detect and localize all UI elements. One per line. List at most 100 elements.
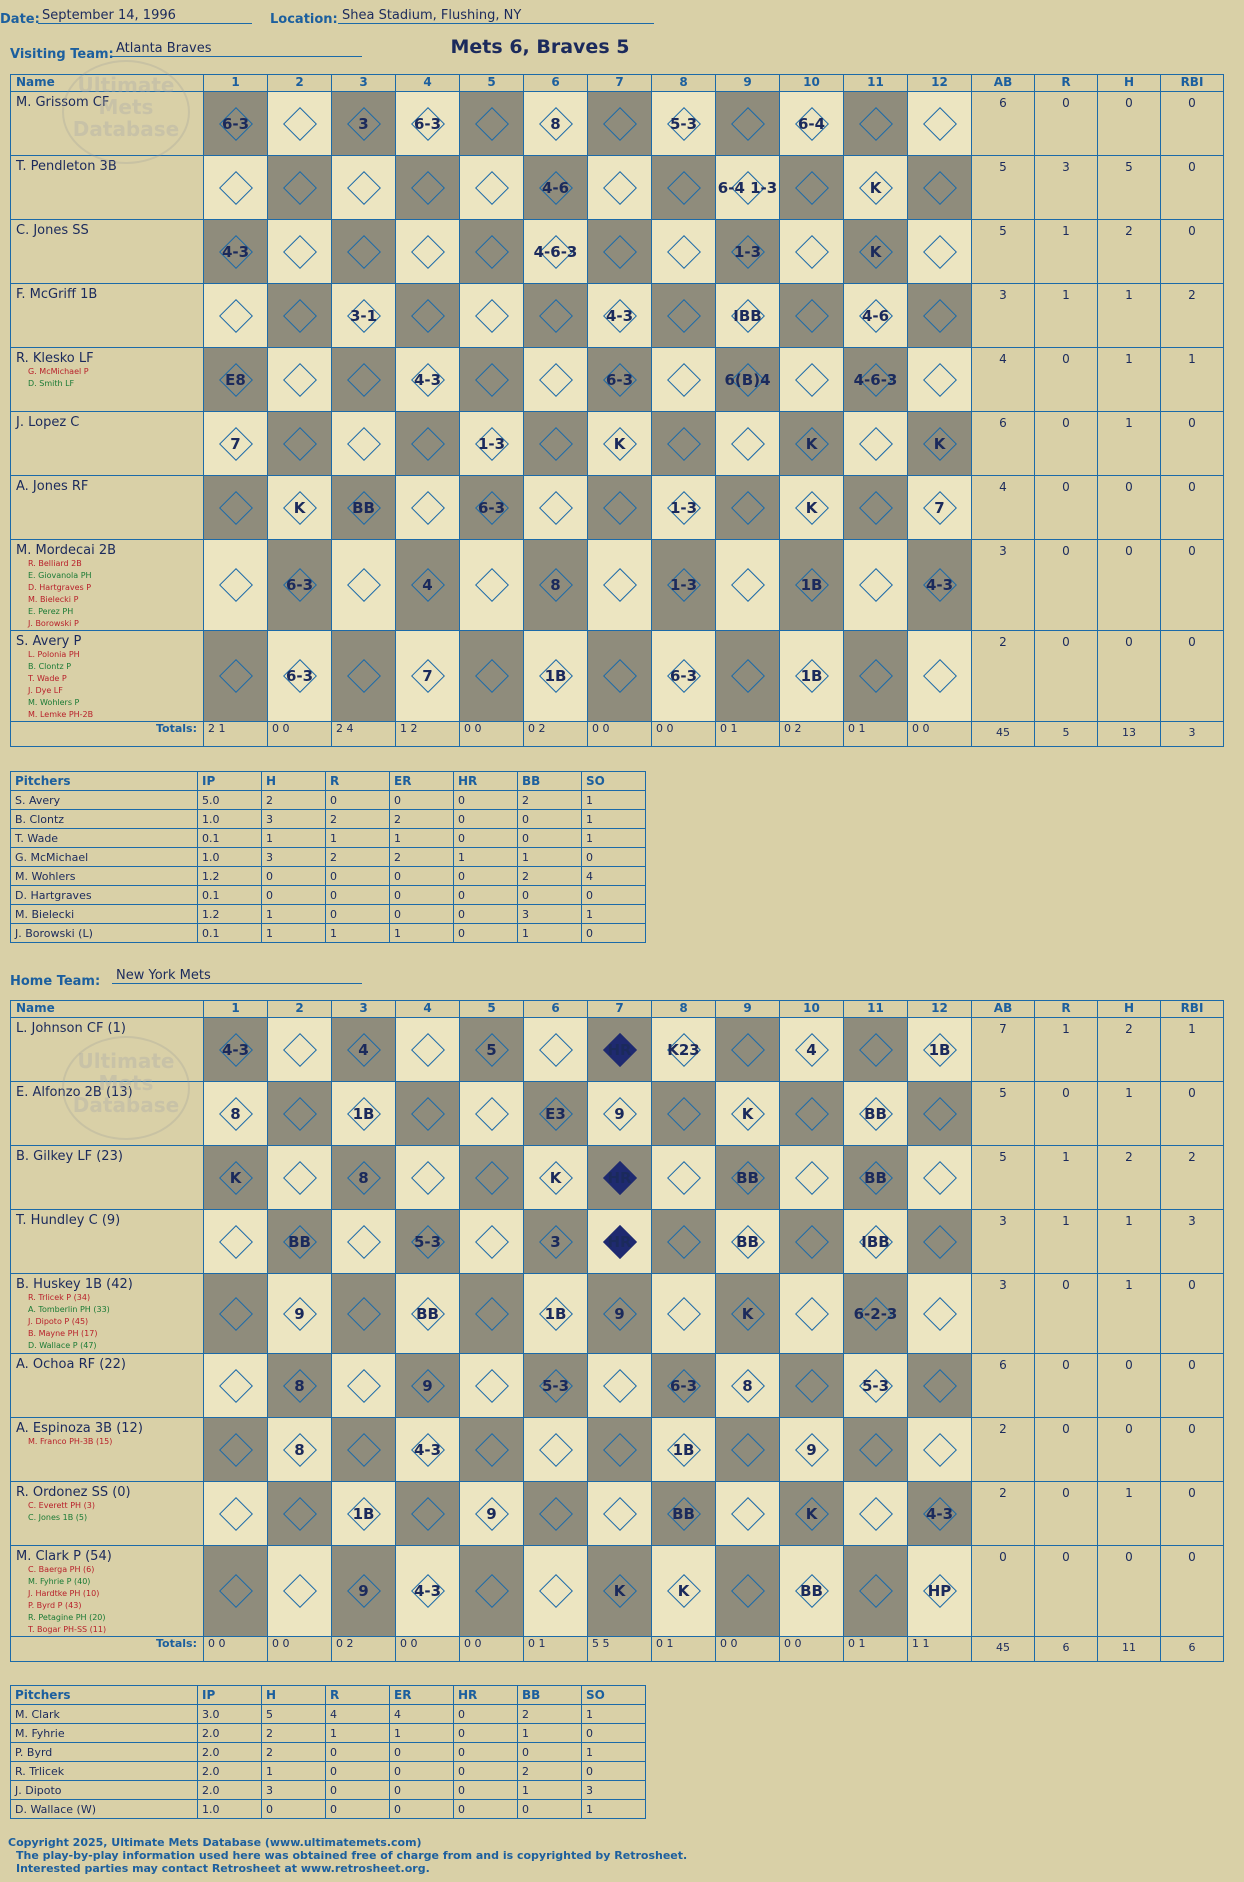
- pitcher-stat: 0: [453, 828, 518, 848]
- base-diamond: [666, 362, 701, 397]
- substitute-name: D. Hartgraves P: [28, 583, 92, 592]
- base-diamond: [858, 1432, 893, 1467]
- stat-r: 0: [1034, 1545, 1098, 1637]
- totals-label: Totals:: [10, 721, 204, 747]
- pitcher-row: G. McMichael 1.0 3 2 2 1 1 0: [10, 847, 646, 867]
- pitcher-stat: 1: [325, 828, 390, 848]
- batter-name-cell: A. Espinoza 3B (12) M. Franco PH-3B (15): [10, 1417, 204, 1482]
- stat-r: 1: [1034, 283, 1098, 348]
- column-header: 5: [459, 1000, 524, 1018]
- pitcher-stat: 0: [389, 1761, 454, 1781]
- play-result: 4-3: [925, 1504, 954, 1523]
- inning-cell: 6-3: [267, 539, 332, 631]
- inning-cell: BB: [779, 1545, 844, 1637]
- play-result: HR: [607, 1232, 632, 1251]
- batter-name-cell: S. Avery P L. Polonia PH B. Clontz P T. Wad…: [10, 630, 204, 722]
- pitcher-stat: 1: [261, 1761, 326, 1781]
- batter-name-cell: R. Ordonez SS (0) C. Everett PH (3) C. Jon…: [10, 1481, 204, 1546]
- inning-cell: [331, 155, 396, 220]
- inning-cell: K: [779, 1481, 844, 1546]
- column-header: 1: [203, 74, 268, 92]
- pitcher-stat: 0: [389, 790, 454, 810]
- play-result: 9: [486, 1504, 497, 1523]
- inning-cell: BB: [395, 1273, 460, 1354]
- play-result: 7: [230, 434, 241, 453]
- pitcher-row: D. Wallace (W) 1.0 0 0 0 0 0 1: [10, 1799, 646, 1819]
- inning-cell: [907, 630, 972, 722]
- base-diamond: [858, 1496, 893, 1531]
- column-header: 1: [203, 1000, 268, 1018]
- pitchers-column-header: HR: [453, 1685, 518, 1705]
- base-diamond: [282, 1160, 317, 1195]
- watermark-line: Database: [72, 1093, 180, 1117]
- stat-r: 1: [1034, 1145, 1098, 1210]
- pitcher-stat: 2.0: [197, 1742, 262, 1762]
- inning-cell: [395, 1017, 460, 1082]
- stat-h: 1: [1097, 1209, 1161, 1274]
- pitcher-row: M. Bielecki 1.2 1 0 0 0 3 1: [10, 904, 646, 924]
- stat-rbi: 0: [1160, 475, 1224, 540]
- batter-name: C. Jones SS: [16, 223, 89, 238]
- pitcher-stat: 2: [261, 1742, 326, 1762]
- pitcher-stat: 1: [261, 828, 326, 848]
- play-result: 8: [550, 576, 561, 594]
- base-diamond: [794, 1224, 829, 1259]
- play-result: 9: [806, 1440, 817, 1459]
- batter-name: B. Huskey 1B (42): [16, 1277, 133, 1292]
- header-row: Name 1 2 3 4 5 6 7 8 9 10 11 12 AB R H RBI: [10, 74, 1224, 92]
- base-diamond: [346, 362, 381, 397]
- pitcher-stat: 1: [581, 1704, 646, 1724]
- pitcher-stat: 1: [389, 828, 454, 848]
- stat-r: 1: [1034, 1017, 1098, 1082]
- pitcher-stat: 2.0: [197, 1780, 262, 1800]
- stat-ab: 6: [971, 411, 1035, 476]
- play-result: BB: [864, 1104, 887, 1123]
- inning-cell: K23: [651, 1017, 716, 1082]
- stat-rbi: 1: [1160, 1017, 1224, 1082]
- column-header: 11: [843, 1000, 908, 1018]
- pitcher-stat: 1: [581, 1799, 646, 1819]
- inning-cell: [907, 1081, 972, 1146]
- column-header: 6: [523, 74, 588, 92]
- pitcher-stat: 0: [453, 1761, 518, 1781]
- play-result: 6-3: [605, 370, 634, 389]
- stat-h: 2: [1097, 1145, 1161, 1210]
- batter-name-cell: B. Gilkey LF (23): [10, 1145, 204, 1210]
- pitcher-name: J. Borowski (L): [10, 923, 198, 943]
- pitchers-table: Pitchers IP H R ER HR BB SO M. Clark 3.0 5 4 4 0 2 1 M. …: [10, 1685, 646, 1819]
- home-team-name: New York Mets: [112, 968, 362, 984]
- inning-cell: [331, 1273, 396, 1354]
- pitchers-header-row: Pitchers IP H R ER HR BB SO: [10, 1685, 646, 1705]
- play-result: 6-3: [413, 114, 442, 133]
- base-diamond: [602, 106, 637, 141]
- batter-row: R. Ordonez SS (0) C. Everett PH (3) C. Jon…: [10, 1481, 1224, 1546]
- pitcher-stat: 1.0: [197, 1799, 262, 1819]
- base-diamond: [410, 1032, 445, 1067]
- stat-rbi: 0: [1160, 1417, 1224, 1482]
- inning-cell: BB: [843, 1145, 908, 1210]
- stat-ab: 2: [971, 1417, 1035, 1482]
- inning-cell: K: [587, 1545, 652, 1637]
- inning-cell: BB: [267, 1209, 332, 1274]
- inning-cell: 4: [395, 539, 460, 631]
- inning-cell: [331, 1209, 396, 1274]
- batter-name: M. Clark P (54): [16, 1549, 112, 1564]
- substitute-name: R. Trlicek P (34): [28, 1293, 91, 1302]
- pitcher-name: R. Trlicek: [10, 1761, 198, 1781]
- play-result: K: [677, 1582, 690, 1600]
- column-header: 2: [267, 1000, 332, 1018]
- inning-cell: [715, 1417, 780, 1482]
- base-diamond: [666, 1296, 701, 1331]
- inning-cell: K: [715, 1273, 780, 1354]
- inning-cell: 8: [523, 539, 588, 631]
- inning-cell: HR: [587, 1017, 652, 1082]
- inning-cell: HP: [907, 1545, 972, 1637]
- base-diamond: [602, 659, 637, 693]
- play-result: 1B: [800, 667, 823, 685]
- base-diamond: [474, 234, 509, 269]
- play-result: 4: [806, 1040, 817, 1059]
- pitcher-name: T. Wade: [10, 828, 198, 848]
- base-diamond: [218, 1574, 253, 1608]
- column-header: 11: [843, 74, 908, 92]
- substitute-name: C. Baerga PH (6): [28, 1565, 95, 1574]
